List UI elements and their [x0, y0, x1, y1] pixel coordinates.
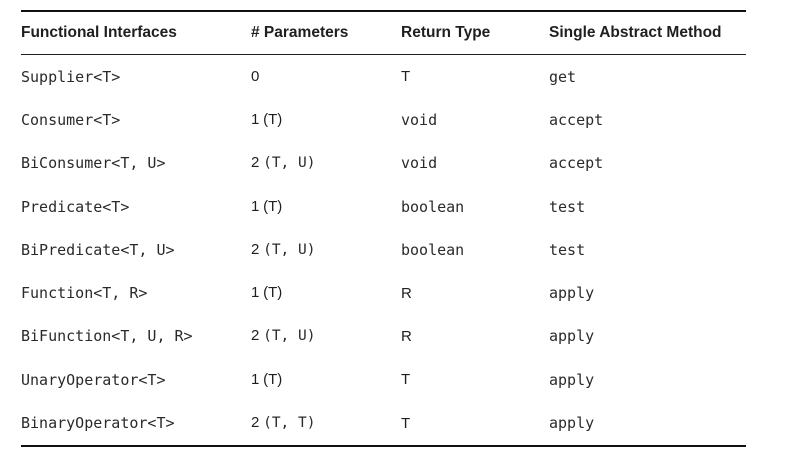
cell-return-type: R [401, 284, 412, 302]
table-row: Predicate<T> 1 (T) boolean test [21, 185, 746, 228]
cell-parameters: 2 (T, T) [251, 401, 401, 445]
cell-method: apply [549, 414, 595, 433]
params-count: 2 [251, 414, 260, 432]
table-row: Supplier<T> 0 T get [21, 55, 746, 99]
cell-method: get [549, 67, 577, 86]
cell-interface: Consumer<T> [21, 110, 121, 129]
header-single-abstract-method: Single Abstract Method [549, 11, 746, 55]
cell-parameters: 2 (T, U) [251, 315, 401, 358]
cell-method: apply [549, 284, 595, 303]
cell-interface: UnaryOperator<T> [21, 370, 166, 389]
cell-return-type: T [401, 68, 411, 86]
cell-parameters: 1 (T) [251, 358, 401, 401]
cell-interface: BiPredicate<T, U> [21, 240, 175, 259]
cell-method: test [549, 197, 586, 216]
cell-method: test [549, 240, 586, 259]
cell-return-type: T [401, 371, 411, 389]
cell-parameters: 2 (T, U) [251, 142, 401, 185]
functional-interfaces-table: Functional Interfaces # Parameters Retur… [21, 10, 746, 447]
cell-return-type: boolean [401, 240, 465, 259]
table-row: UnaryOperator<T> 1 (T) T apply [21, 358, 746, 401]
cell-parameters: 1 (T) [251, 185, 401, 228]
header-return-type: Return Type [401, 11, 549, 55]
cell-return-type: R [401, 327, 412, 345]
table-row: Consumer<T> 1 (T) void accept [21, 98, 746, 141]
cell-method: apply [549, 370, 595, 389]
cell-interface: Function<T, R> [21, 284, 148, 303]
cell-interface: BinaryOperator<T> [21, 414, 175, 433]
params-count: 0 [251, 67, 260, 85]
cell-parameters: 1 (T) [251, 271, 401, 314]
params-count: 2 [251, 240, 260, 258]
params-types: (T, U) [263, 328, 316, 345]
table-header-row: Functional Interfaces # Parameters Retur… [21, 11, 746, 55]
params-types: (T, U) [263, 241, 316, 258]
cell-return-type: void [401, 154, 438, 173]
params-count: 1 [251, 197, 260, 215]
params-count: 2 [251, 154, 260, 172]
params-types: (T) [263, 284, 283, 302]
cell-method: apply [549, 327, 595, 346]
table-row: BiPredicate<T, U> 2 (T, U) boolean test [21, 228, 746, 271]
cell-return-type: void [401, 110, 438, 129]
cell-method: accept [549, 154, 604, 173]
params-types: (T) [263, 110, 283, 128]
params-types: (T) [263, 370, 283, 388]
table-row: BiFunction<T, U, R> 2 (T, U) R apply [21, 315, 746, 358]
cell-return-type: boolean [401, 197, 465, 216]
cell-interface: Supplier<T> [21, 67, 121, 86]
cell-method: accept [549, 110, 604, 129]
cell-parameters: 0 [251, 55, 401, 99]
cell-interface: BiFunction<T, U, R> [21, 327, 193, 346]
params-types: (T, T) [263, 415, 316, 432]
table-row: Function<T, R> 1 (T) R apply [21, 271, 746, 314]
params-count: 1 [251, 370, 260, 388]
cell-parameters: 1 (T) [251, 98, 401, 141]
cell-interface: BiConsumer<T, U> [21, 154, 166, 173]
table-row: BinaryOperator<T> 2 (T, T) T apply [21, 401, 746, 445]
table-row: BiConsumer<T, U> 2 (T, U) void accept [21, 142, 746, 185]
cell-parameters: 2 (T, U) [251, 228, 401, 271]
cell-return-type: T [401, 414, 411, 432]
params-types: (T, U) [263, 155, 316, 172]
header-parameters: # Parameters [251, 11, 401, 55]
header-functional-interfaces: Functional Interfaces [21, 11, 251, 55]
cell-interface: Predicate<T> [21, 197, 130, 216]
params-count: 2 [251, 327, 260, 345]
params-count: 1 [251, 110, 260, 128]
params-types: (T) [263, 197, 283, 215]
params-count: 1 [251, 284, 260, 302]
